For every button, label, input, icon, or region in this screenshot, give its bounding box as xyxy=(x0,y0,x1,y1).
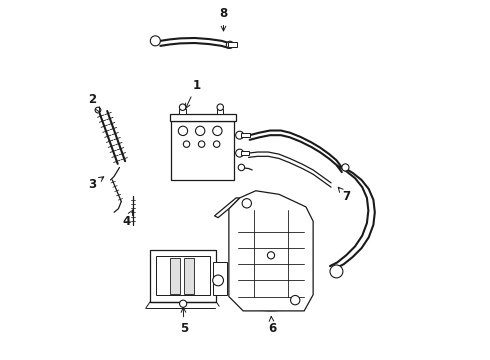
Bar xyxy=(170,258,180,294)
Text: 4: 4 xyxy=(122,210,133,228)
Polygon shape xyxy=(229,191,313,311)
Bar xyxy=(228,42,237,47)
Text: 3: 3 xyxy=(89,177,104,191)
Circle shape xyxy=(213,275,223,286)
Circle shape xyxy=(95,107,101,113)
Circle shape xyxy=(179,104,186,111)
Circle shape xyxy=(198,141,205,147)
Circle shape xyxy=(150,36,160,46)
Circle shape xyxy=(242,199,251,208)
Circle shape xyxy=(236,149,244,157)
Circle shape xyxy=(178,126,188,135)
Circle shape xyxy=(268,252,274,259)
Bar xyxy=(170,114,236,121)
Circle shape xyxy=(291,296,300,305)
Bar xyxy=(172,121,234,180)
Circle shape xyxy=(214,141,220,147)
Bar xyxy=(150,250,216,302)
Circle shape xyxy=(183,141,190,147)
Bar xyxy=(217,109,223,114)
Circle shape xyxy=(342,164,349,171)
Circle shape xyxy=(217,104,223,111)
Text: 7: 7 xyxy=(338,187,350,203)
Text: 6: 6 xyxy=(268,316,276,336)
Circle shape xyxy=(330,265,343,278)
Text: 5: 5 xyxy=(180,307,188,336)
Bar xyxy=(179,109,186,114)
Bar xyxy=(156,256,210,296)
Circle shape xyxy=(179,300,187,307)
Circle shape xyxy=(213,126,222,135)
Circle shape xyxy=(238,164,245,171)
Bar xyxy=(241,151,248,155)
Text: 8: 8 xyxy=(220,7,228,31)
Text: 2: 2 xyxy=(89,93,99,112)
Bar xyxy=(213,262,227,295)
Polygon shape xyxy=(215,198,240,218)
Bar xyxy=(184,258,194,294)
Text: 1: 1 xyxy=(186,78,200,108)
Bar xyxy=(241,133,250,137)
Circle shape xyxy=(226,41,234,48)
Circle shape xyxy=(196,126,205,135)
Circle shape xyxy=(236,131,244,139)
